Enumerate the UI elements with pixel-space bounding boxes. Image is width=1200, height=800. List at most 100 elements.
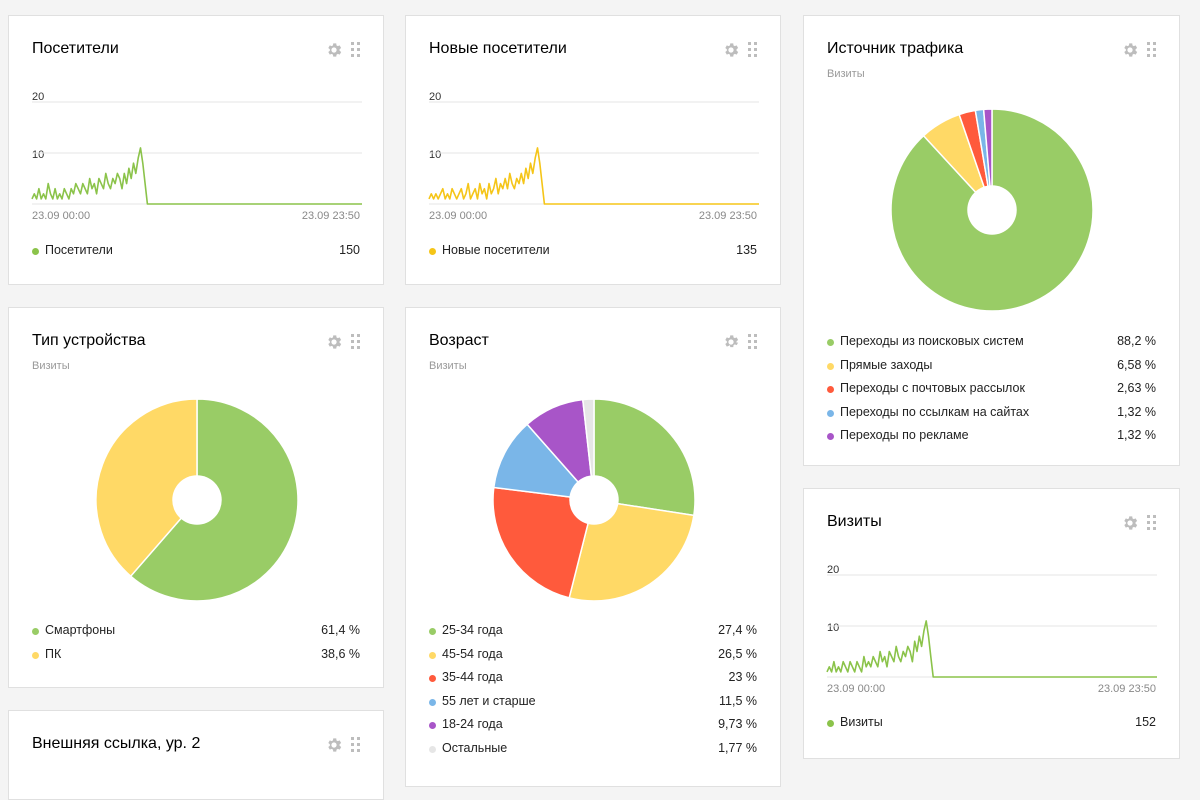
drag-handle-icon[interactable] <box>1147 42 1157 58</box>
legend-item[interactable]: Переходы с почтовых рассылок 2,63 % <box>827 381 1156 405</box>
legend-dot <box>429 628 436 635</box>
x-axis-end-label: 23.09 23:50 <box>301 210 360 222</box>
drag-handle-icon[interactable] <box>748 334 758 350</box>
legend-label: 45-54 года <box>442 646 503 661</box>
legend-label: ПК <box>45 646 62 661</box>
legend-item[interactable]: 25-34 года 27,4 % <box>429 623 757 647</box>
legend-value: 11,5 % <box>719 693 757 708</box>
legend-dot <box>827 339 834 346</box>
gear-icon[interactable] <box>325 736 343 754</box>
pie-slice <box>581 398 595 501</box>
legend-value: 2,63 % <box>1117 381 1156 395</box>
age-pie-chart <box>492 398 696 602</box>
legend-dot <box>429 722 436 729</box>
widget-subtitle: Визиты <box>827 68 865 80</box>
legend-item[interactable]: Визиты 152 <box>827 715 1156 739</box>
gear-icon[interactable] <box>722 333 740 351</box>
series-line <box>826 620 1157 678</box>
visits-line-chart <box>826 574 1157 678</box>
widget-visits: Визиты 20 10 23.09 00:00 23.09 23:50 Виз… <box>803 488 1180 759</box>
legend-item[interactable]: Остальные 1,77 % <box>429 741 757 765</box>
y-tick-label: 10 <box>32 149 45 161</box>
legend-label: Прямые заходы <box>840 357 933 372</box>
legend-item[interactable]: Смартфоны 61,4 % <box>32 623 360 647</box>
legend-item[interactable]: 18-24 года 9,73 % <box>429 717 757 741</box>
widget-title: Новые посетители <box>429 40 567 57</box>
pie-slice <box>95 398 198 578</box>
widget-title: Визиты <box>827 513 882 530</box>
drag-handle-icon[interactable] <box>1147 515 1157 531</box>
legend-dot <box>827 409 834 417</box>
legend-item[interactable]: 55 лет и старше 11,5 % <box>429 694 757 718</box>
legend-value: 1,32 % <box>1117 428 1156 442</box>
legend-item[interactable]: Переходы из поисковых систем 88,2 % <box>827 334 1156 358</box>
gear-icon[interactable] <box>325 41 343 59</box>
widget-age: Возраст Визиты 25-34 года 27,4 % 45-54 го… <box>405 307 781 787</box>
legend-item[interactable]: 35-44 года 23 % <box>429 670 757 694</box>
legend-dot <box>32 248 39 255</box>
legend-value: 1,77 % <box>718 740 757 755</box>
legend-item[interactable]: Посетители 150 <box>32 243 360 267</box>
legend-label: Переходы с почтовых рассылок <box>840 381 1025 395</box>
legend-item[interactable]: Прямые заходы 6,58 % <box>827 358 1156 382</box>
legend-dot <box>32 651 39 659</box>
drag-handle-icon[interactable] <box>748 42 758 58</box>
legend-value: 6,58 % <box>1117 357 1156 372</box>
widget-external-link: Внешняя ссылка, ур. 2 <box>8 710 384 800</box>
widget-title: Внешняя ссылка, ур. 2 <box>32 735 201 752</box>
legend-dot <box>429 651 436 659</box>
legend-dot <box>32 628 39 635</box>
x-axis-start-label: 23.09 00:00 <box>32 210 91 222</box>
legend-label: 25-34 года <box>442 623 503 637</box>
pie-hole <box>967 185 1017 235</box>
legend-dot <box>429 675 436 682</box>
legend-value: 1,32 % <box>1117 404 1156 419</box>
legend-label: Новые посетители <box>442 243 550 257</box>
widget-title: Посетители <box>32 40 119 57</box>
x-axis-end-label: 23.09 23:50 <box>698 210 757 222</box>
widget-title: Возраст <box>429 332 489 349</box>
legend-label: Переходы из поисковых систем <box>840 334 1024 348</box>
legend-value: 150 <box>339 243 360 257</box>
legend-value: 9,73 % <box>718 717 757 731</box>
legend-value: 61,4 % <box>321 623 360 637</box>
legend-value: 152 <box>1135 715 1156 729</box>
legend-dot <box>429 698 436 706</box>
legend-value: 26,5 % <box>718 646 757 661</box>
legend-label: 18-24 года <box>442 717 503 731</box>
pie-hole <box>172 475 222 525</box>
series-line <box>428 147 759 205</box>
gear-icon[interactable] <box>1121 514 1139 532</box>
legend-dot <box>827 362 834 370</box>
legend-label: Переходы по рекламе <box>840 428 969 442</box>
y-tick-label: 10 <box>429 149 442 161</box>
legend-dot <box>827 433 834 440</box>
gear-icon[interactable] <box>722 41 740 59</box>
legend-item[interactable]: 45-54 года 26,5 % <box>429 647 757 671</box>
series-line <box>31 147 362 205</box>
gear-icon[interactable] <box>325 333 343 351</box>
legend-label: 35-44 года <box>442 670 503 684</box>
drag-handle-icon[interactable] <box>351 334 361 350</box>
widget-new-visitors: Новые посетители 20 10 23.09 00:00 23.09… <box>405 15 781 285</box>
widget-title: Источник трафика <box>827 40 964 57</box>
legend-dot <box>827 720 834 727</box>
legend-item[interactable]: ПК 38,6 % <box>32 647 360 671</box>
legend-value: 27,4 % <box>718 623 757 637</box>
legend-label: Остальные <box>442 740 508 755</box>
drag-handle-icon[interactable] <box>351 737 361 753</box>
legend-item[interactable]: Переходы по ссылкам на сайтах 1,32 % <box>827 405 1156 429</box>
device-type-pie-chart <box>95 398 299 602</box>
widget-device-type: Тип устройства Визиты Смартфоны 61,4 % ПК… <box>8 307 384 688</box>
legend-value: 23 % <box>728 670 758 684</box>
visitors-line-chart <box>31 101 362 205</box>
widget-subtitle: Визиты <box>429 360 467 372</box>
legend-item[interactable]: Новые посетители 135 <box>429 243 757 267</box>
gear-icon[interactable] <box>1121 41 1139 59</box>
legend-item[interactable]: Переходы по рекламе 1,32 % <box>827 428 1156 452</box>
legend-dot <box>429 745 436 753</box>
pie-slice <box>982 108 993 211</box>
pie-slice <box>568 499 695 602</box>
drag-handle-icon[interactable] <box>351 42 361 58</box>
legend-value: 88,2 % <box>1117 334 1156 348</box>
